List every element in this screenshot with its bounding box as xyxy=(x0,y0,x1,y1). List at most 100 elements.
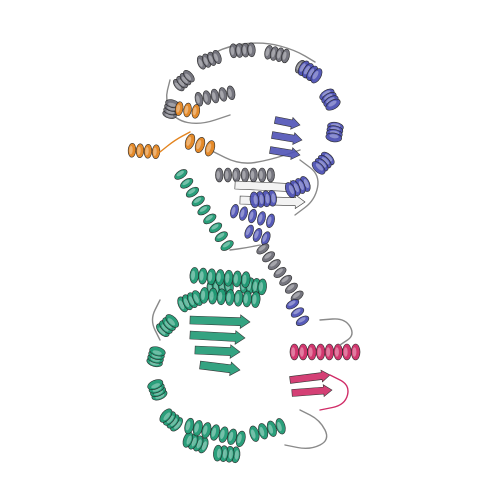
helix-highlight xyxy=(213,53,219,62)
helix-coil xyxy=(174,101,184,116)
helix-coil xyxy=(267,259,281,271)
helix-highlight xyxy=(211,224,219,230)
helix xyxy=(194,85,236,107)
helix-highlight xyxy=(228,449,233,460)
beta-strand xyxy=(269,146,301,161)
helix-highlight xyxy=(167,318,176,326)
helix xyxy=(213,444,241,464)
helix-coil xyxy=(325,98,341,111)
helix-highlight xyxy=(271,49,276,58)
helix xyxy=(146,346,166,368)
helix-coil xyxy=(235,430,246,448)
helix-coil xyxy=(183,102,192,118)
helix-highlight xyxy=(308,68,315,77)
helix-highlight xyxy=(161,324,169,332)
helix-coil xyxy=(279,274,293,286)
helix-coil xyxy=(295,315,310,327)
helix-coil xyxy=(230,204,239,219)
helix-highlight xyxy=(216,448,222,459)
helix-highlight xyxy=(222,449,227,459)
helix-highlight xyxy=(151,383,161,389)
helix-highlight xyxy=(208,271,213,282)
helix-coil xyxy=(250,291,261,308)
helix-highlight xyxy=(324,93,333,100)
helix-highlight xyxy=(152,350,162,355)
helix xyxy=(173,70,195,92)
helix-highlight xyxy=(191,437,197,447)
helix xyxy=(184,133,216,157)
helix-highlight xyxy=(174,82,182,90)
helix-highlight xyxy=(184,105,189,114)
helix xyxy=(147,379,168,401)
beta-strand xyxy=(189,314,251,330)
helix-highlight xyxy=(298,317,306,323)
helix-highlight xyxy=(218,291,223,302)
helix-highlight xyxy=(259,170,263,180)
helix-highlight xyxy=(243,294,248,304)
helix-highlight xyxy=(270,260,278,267)
helix-highlight xyxy=(153,147,157,156)
helix-coil xyxy=(281,48,290,64)
helix-highlight xyxy=(179,300,185,310)
helix xyxy=(182,431,209,454)
helix-highlight xyxy=(168,102,177,107)
helix-highlight xyxy=(205,215,213,221)
helix-highlight xyxy=(199,206,208,212)
beta-strand xyxy=(189,330,246,345)
helix-coil xyxy=(285,298,300,310)
helix-highlight xyxy=(212,92,216,101)
helix-highlight xyxy=(242,170,246,180)
helix-highlight xyxy=(176,170,184,177)
helix-coil xyxy=(311,161,326,175)
helix-highlight xyxy=(222,241,231,248)
helix xyxy=(184,417,246,448)
helix-coil xyxy=(223,167,233,183)
helix-highlight xyxy=(296,62,302,70)
beta-strand xyxy=(273,116,301,130)
helix-highlight xyxy=(216,272,221,283)
helix-highlight xyxy=(137,146,141,155)
helix-coil xyxy=(191,104,201,119)
loop xyxy=(151,299,161,341)
helix-highlight xyxy=(312,70,319,80)
helix xyxy=(189,267,251,288)
pink-domain xyxy=(289,318,361,411)
helix xyxy=(174,169,234,251)
helix-highlight xyxy=(281,276,289,283)
helix-highlight xyxy=(324,154,333,162)
helix-highlight xyxy=(220,90,224,99)
helix-highlight xyxy=(275,268,283,275)
beta-strand xyxy=(194,344,241,359)
helix xyxy=(249,189,277,209)
helix-highlight xyxy=(181,76,188,84)
helix xyxy=(249,418,286,442)
helix-highlight xyxy=(276,50,281,59)
helix-highlight xyxy=(293,183,299,193)
helix-highlight xyxy=(250,429,256,439)
helix-coil xyxy=(244,224,254,239)
helix-highlight xyxy=(230,46,235,56)
helix-highlight xyxy=(166,415,174,424)
helix-coil xyxy=(191,195,205,207)
helix-coil xyxy=(204,140,216,157)
helix-highlight xyxy=(268,424,274,434)
helix-highlight xyxy=(183,298,190,308)
helix-coil xyxy=(247,42,256,58)
helix-highlight xyxy=(194,423,199,433)
helix-highlight xyxy=(203,57,208,66)
helix-highlight xyxy=(315,163,324,171)
helix-highlight xyxy=(201,290,206,301)
lower-green-chain xyxy=(146,267,328,464)
helix-highlight xyxy=(199,271,204,281)
helix-coil xyxy=(143,143,153,159)
helix-highlight xyxy=(216,170,220,180)
helix-highlight xyxy=(228,88,232,98)
helix-highlight xyxy=(321,157,330,165)
helix-highlight xyxy=(303,65,310,75)
helix-highlight xyxy=(170,418,178,427)
helix-highlight xyxy=(226,292,231,303)
helix-highlight xyxy=(267,170,272,180)
helix-highlight xyxy=(196,439,202,449)
loop xyxy=(284,409,328,450)
